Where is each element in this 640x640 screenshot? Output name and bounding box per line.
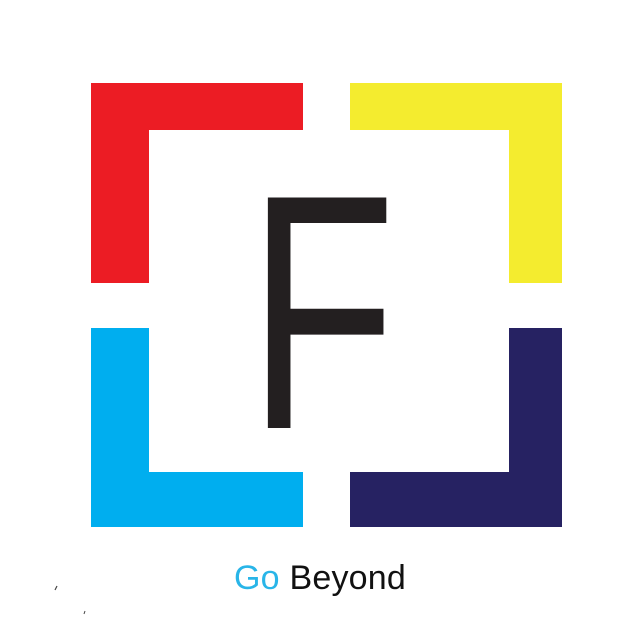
tagline: Go Beyond	[0, 556, 640, 600]
corner-bracket-bottom-left	[91, 328, 303, 527]
logo-letter: F	[248, 125, 396, 499]
corner-bracket-bottom-right	[350, 328, 562, 527]
tagline-word-beyond: Beyond	[289, 559, 406, 597]
corner-bracket-top-right	[350, 83, 562, 283]
corner-bracket-top-left	[91, 83, 303, 283]
tagline-word-go: Go	[234, 559, 280, 597]
